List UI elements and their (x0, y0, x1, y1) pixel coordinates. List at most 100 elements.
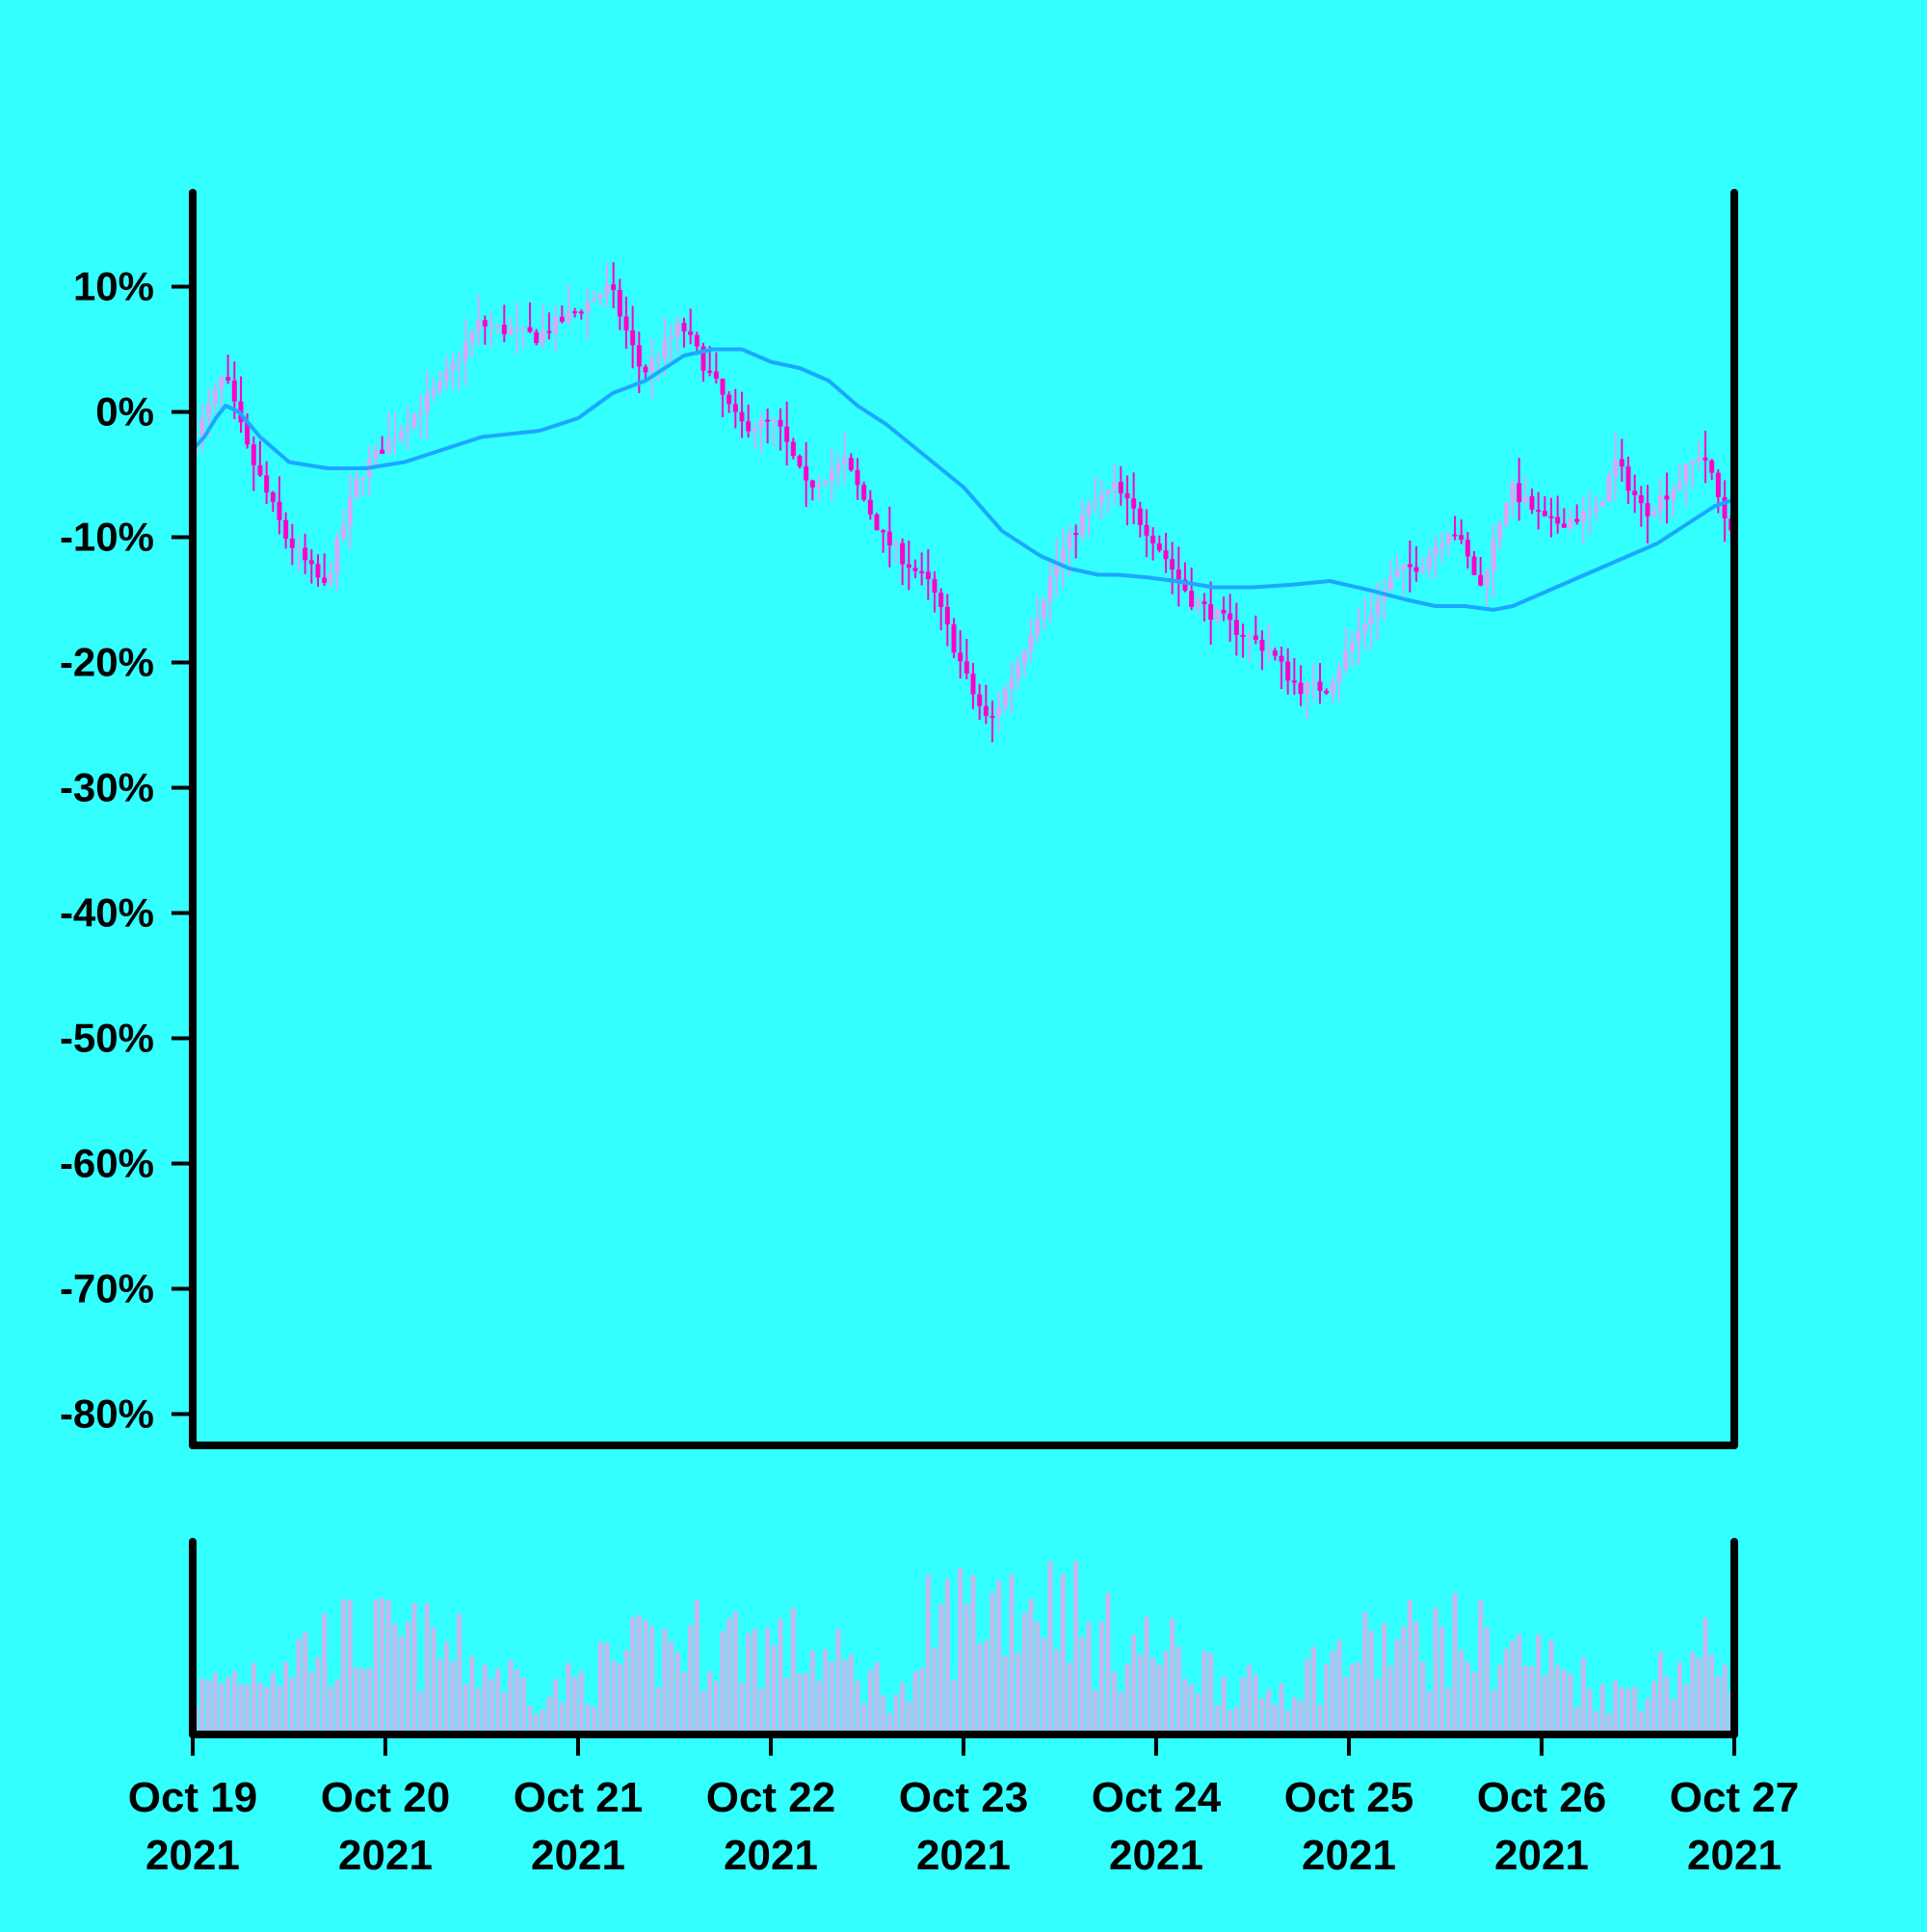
volume-bar (1413, 1621, 1419, 1734)
candle-body (1349, 642, 1355, 652)
volume-bar (1703, 1617, 1708, 1734)
candle-body (373, 449, 379, 460)
candle-body (944, 606, 950, 624)
volume-bar (990, 1592, 995, 1734)
volume-bar (457, 1613, 462, 1734)
candle-body (674, 323, 680, 336)
y-tick-label: -10% (60, 515, 154, 560)
volume-bar (212, 1673, 218, 1734)
candle-body (1722, 496, 1728, 519)
volume-bar (1298, 1700, 1304, 1734)
candle-body (1696, 457, 1702, 461)
candle-body (1086, 505, 1092, 515)
volume-bar (1002, 1655, 1008, 1734)
volume-bar (1471, 1671, 1477, 1734)
candle-body (418, 412, 424, 415)
candle-body (1021, 650, 1027, 665)
candle-body (1195, 601, 1201, 607)
volume-bar (1387, 1665, 1393, 1734)
volume-bar (508, 1659, 514, 1734)
candle-body (1439, 543, 1445, 547)
candle-body (225, 377, 231, 381)
x-tick-label-year: 2021 (724, 1832, 818, 1879)
candle-body (1182, 579, 1188, 592)
candle-body (1310, 681, 1316, 684)
candle-body (1426, 555, 1432, 569)
volume-bar (1548, 1640, 1554, 1734)
candle-body (1632, 490, 1638, 495)
x-tick-label-year: 2021 (916, 1832, 1011, 1879)
volume-bar (405, 1622, 410, 1734)
candle-body (1433, 546, 1439, 556)
volume-bar (938, 1603, 944, 1734)
candle-body (752, 428, 757, 432)
labels-layer: 10% 0% -10% -20% -30% -40% -50% -60% -70% -80% Oct… (60, 264, 1799, 1880)
candle-body (411, 413, 417, 428)
candle-body (251, 444, 256, 465)
candle-body (1054, 562, 1060, 578)
candle-body (328, 572, 333, 583)
candle-body (1599, 501, 1605, 507)
candle-body (578, 311, 584, 314)
volume-bar (354, 1667, 359, 1734)
volume-bar (1433, 1607, 1439, 1734)
candle-body (1356, 631, 1361, 643)
volume-bar (1664, 1676, 1670, 1734)
candle-body (958, 652, 964, 662)
volume-bar (784, 1678, 790, 1734)
volume-bar (1118, 1691, 1123, 1734)
volume-bar (790, 1607, 796, 1734)
volume-bar (476, 1688, 482, 1734)
volume-bar (1439, 1627, 1445, 1734)
volume-bar (739, 1682, 745, 1734)
volume-bar (578, 1671, 584, 1734)
volume-bar (1073, 1561, 1079, 1734)
volume-bar (199, 1678, 205, 1734)
candle-body (585, 301, 591, 312)
volume-bar (360, 1668, 366, 1734)
candle-body (1459, 535, 1465, 541)
volume-bar (778, 1618, 783, 1734)
volume-bar (1182, 1679, 1188, 1734)
volume-bar (515, 1669, 520, 1734)
candle-body (559, 316, 565, 322)
candle-body (1664, 495, 1670, 500)
volume-bar (546, 1697, 552, 1734)
volume-bar (906, 1702, 911, 1734)
candle-body (289, 538, 295, 548)
candle-body (938, 593, 944, 607)
volume-bar (1105, 1592, 1111, 1734)
candle-body (1413, 567, 1419, 572)
volume-bar (1382, 1623, 1387, 1734)
volume-bar (758, 1688, 764, 1734)
candle-body (296, 547, 302, 550)
candle-body (212, 388, 218, 405)
candle-body (1144, 524, 1149, 536)
candle-body (1041, 601, 1046, 619)
candle-body (1671, 489, 1676, 500)
volume-bar (636, 1615, 642, 1734)
volume-bar (1156, 1664, 1162, 1734)
moving-average-layer (191, 347, 1735, 612)
volume-bar (932, 1647, 937, 1734)
candle-body (1709, 460, 1715, 473)
y-tick-label: 0% (95, 389, 154, 435)
volume-bar (1021, 1612, 1027, 1734)
candle-body (611, 284, 617, 290)
volume-bar (681, 1671, 687, 1734)
volume-bar (855, 1681, 860, 1734)
volume-bar (804, 1673, 809, 1734)
candle-body (1561, 523, 1567, 528)
x-tick-label-month-day: Oct 22 (706, 1774, 836, 1821)
candle-body (1676, 482, 1682, 490)
volume-bar (501, 1692, 507, 1734)
candle-body (1137, 508, 1143, 525)
candle-body (199, 418, 205, 443)
volume-bar (944, 1578, 950, 1734)
candle-body (1253, 635, 1258, 640)
volume-bar (495, 1668, 501, 1734)
candle-body (540, 331, 545, 344)
volume-bar (245, 1684, 251, 1734)
candle-body (1484, 570, 1490, 586)
